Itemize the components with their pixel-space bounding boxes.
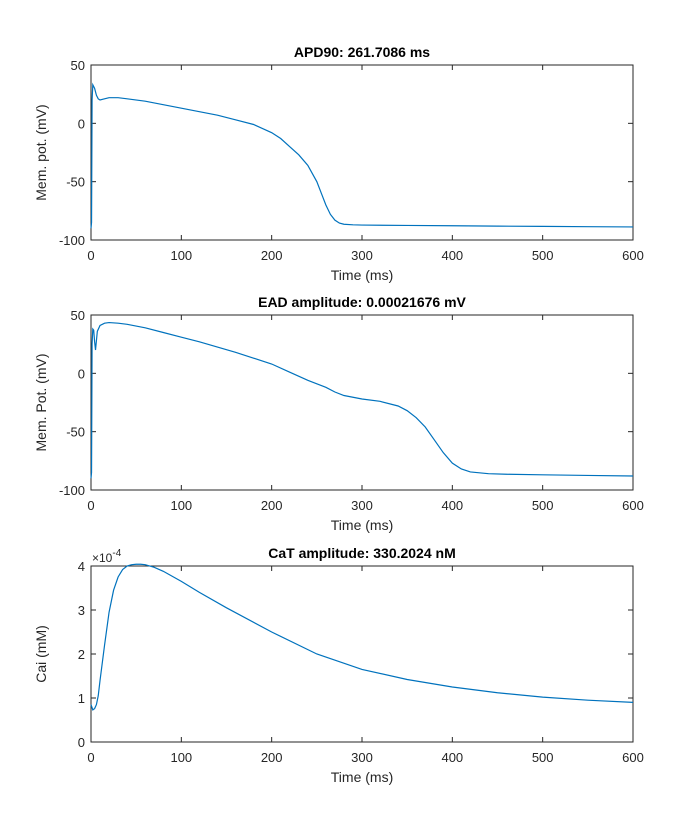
x-tick-label: 300 [351, 248, 373, 263]
chart-title: APD90: 261.7086 ms [294, 44, 430, 60]
x-tick-label: 200 [261, 248, 283, 263]
y-tick-label: -50 [66, 425, 85, 440]
y-tick-label: 3 [78, 603, 85, 618]
axes-frame [90, 64, 634, 241]
y-tick-label: -100 [59, 483, 85, 498]
y-tick-label: 4 [78, 559, 85, 574]
y-axis-label: Cai (mM) [33, 625, 49, 683]
x-tick-label: 300 [351, 750, 373, 765]
y-tick-label: 50 [71, 308, 85, 323]
x-tick-label: 500 [532, 498, 554, 513]
x-tick-label: 400 [441, 750, 463, 765]
y-tick-label: 1 [78, 691, 85, 706]
y-tick-label: -50 [66, 175, 85, 190]
y-tick-label: 2 [78, 647, 85, 662]
axes-frame [90, 314, 634, 491]
x-axis-label: Time (ms) [331, 769, 393, 785]
series-line-1 [90, 563, 634, 711]
x-tick-label: 200 [261, 498, 283, 513]
x-tick-label: 0 [87, 248, 94, 263]
x-tick-label: 100 [170, 498, 192, 513]
x-tick-label: 200 [261, 750, 283, 765]
x-tick-label: 0 [87, 498, 94, 513]
y-axis-label: Mem. pot. (mV) [33, 104, 49, 200]
x-tick-label: 600 [622, 498, 644, 513]
x-tick-label: 500 [532, 248, 554, 263]
x-axis-label: Time (ms) [331, 267, 393, 283]
y-tick-label: 50 [71, 58, 85, 73]
y-tick-label: -100 [59, 233, 85, 248]
axes-3: 0 100 200 300 400 500 600 0 1 2 3 4 CaT amplitude: 3… [33, 545, 644, 785]
x-axis-label: Time (ms) [331, 517, 393, 533]
series-line-1 [90, 321, 634, 479]
x-tick-label: 600 [622, 750, 644, 765]
chart-title: EAD amplitude: 0.00021676 mV [258, 294, 466, 310]
y-tick-label: 0 [78, 116, 85, 131]
x-tick-label: 300 [351, 498, 373, 513]
x-tick-label: 400 [441, 498, 463, 513]
x-tick-label: 600 [622, 248, 644, 263]
x-tick-label: 100 [170, 750, 192, 765]
axes-1: 0 100 200 300 400 500 600 -100 -50 0 50 APD90: 261.… [33, 44, 644, 283]
x-tick-label: 500 [532, 750, 554, 765]
axes-frame [90, 565, 634, 743]
y-tick-label: 0 [78, 366, 85, 381]
chart-title: CaT amplitude: 330.2024 nM [268, 545, 456, 561]
y-tick-label: 0 [78, 735, 85, 750]
axes-2: 0 100 200 300 400 500 600 -100 -50 0 50 EAD amplitu… [33, 294, 644, 533]
y-exponent-label: ×10-4 [92, 548, 122, 565]
x-tick-label: 100 [170, 248, 192, 263]
y-axis-label: Mem. Pot. (mV) [33, 353, 49, 451]
x-tick-label: 400 [441, 248, 463, 263]
series-line-1 [90, 82, 634, 229]
x-tick-label: 0 [87, 750, 94, 765]
